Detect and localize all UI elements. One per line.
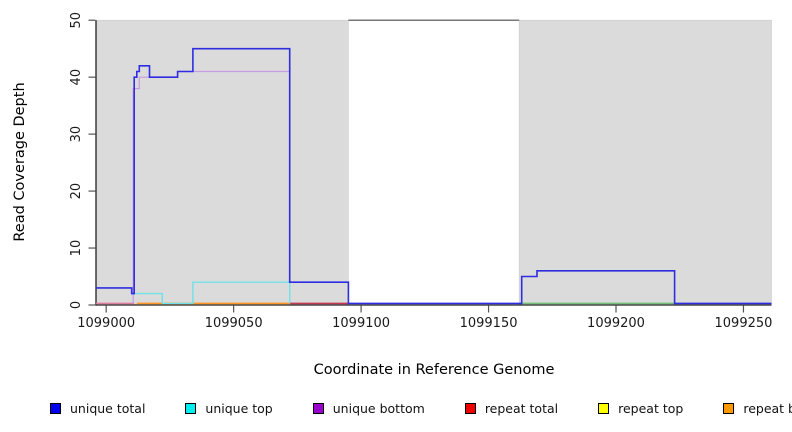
legend-swatch xyxy=(185,403,197,414)
x-tick-label: 1099250 xyxy=(715,316,773,331)
shaded-region xyxy=(518,19,772,306)
legend-label: repeat total xyxy=(484,401,559,416)
y-tick-label: 50 xyxy=(69,12,84,29)
legend-item-repeat-bottom: repeat bottom xyxy=(723,401,792,416)
legend-swatch xyxy=(50,403,61,414)
legend-swatch xyxy=(723,403,735,414)
x-tick-label: 1099050 xyxy=(205,316,263,331)
x-tick-label: 1099100 xyxy=(332,316,390,331)
y-tick-label: 0 xyxy=(69,301,84,309)
legend-label: unique bottom xyxy=(332,401,425,416)
legend-label: unique top xyxy=(205,401,273,416)
legend-label: unique total xyxy=(70,401,146,416)
legend-item-repeat-top: repeat top xyxy=(598,401,683,416)
x-axis-title: Coordinate in Reference Genome xyxy=(313,362,555,378)
x-tick-label: 1099000 xyxy=(77,316,135,331)
legend-swatch xyxy=(312,403,324,414)
y-tick-label: 20 xyxy=(69,183,84,200)
legend-item-unique-top: unique top xyxy=(185,401,273,416)
legend-item-unique-total: unique total xyxy=(50,401,145,416)
legend: unique total unique top unique bottom repea… xyxy=(50,401,792,416)
legend-swatch xyxy=(598,403,610,414)
shaded-region xyxy=(95,19,349,306)
x-tick-label: 1099200 xyxy=(587,316,645,331)
x-tick-label: 1099150 xyxy=(460,316,518,331)
series-unique-total xyxy=(96,47,772,305)
legend-label: repeat top xyxy=(618,401,684,416)
y-tick-label: 10 xyxy=(69,240,84,257)
legend-label: repeat bottom xyxy=(743,401,792,416)
legend-item-repeat-total: repeat total xyxy=(464,401,559,416)
y-tick-label: 40 xyxy=(69,69,84,86)
legend-swatch xyxy=(464,403,476,414)
legend-item-unique-bottom: unique bottom xyxy=(312,401,425,416)
plot-canvas: 1099000 1099050 1099100 1099150 1099200 10992… xyxy=(69,12,773,331)
y-axis-title: Read Coverage Depth xyxy=(12,82,28,242)
y-tick-label: 30 xyxy=(69,126,84,143)
